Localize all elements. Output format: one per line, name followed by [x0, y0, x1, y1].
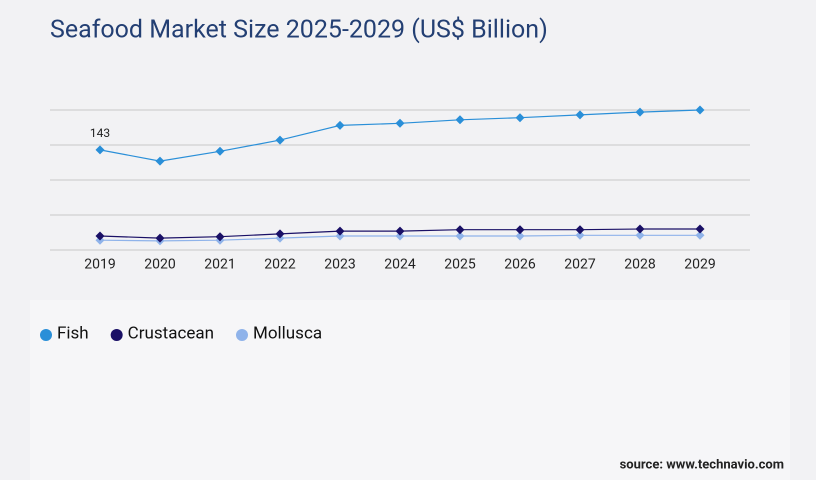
- marker: [335, 231, 345, 241]
- marker: [695, 230, 705, 240]
- marker: [155, 156, 165, 166]
- data-label: 143: [90, 126, 110, 140]
- legend-marker: [110, 329, 123, 341]
- series-line: [99, 109, 701, 162]
- marker: [515, 225, 525, 235]
- marker: [395, 118, 405, 128]
- marker: [575, 110, 585, 120]
- x-tick-label: 2021: [204, 257, 235, 273]
- marker: [275, 135, 285, 145]
- x-tick-label: 2028: [624, 257, 656, 273]
- marker: [575, 230, 585, 240]
- marker: [695, 105, 705, 115]
- marker: [515, 231, 525, 241]
- marker: [215, 146, 225, 156]
- x-tick-label: 2023: [324, 257, 355, 273]
- legend-panel: [30, 300, 790, 480]
- legend-marker: [236, 329, 248, 341]
- marker: [275, 229, 285, 239]
- marker: [95, 145, 105, 155]
- legend-label: Crustacean: [128, 323, 214, 343]
- x-tick-label: 2025: [444, 257, 476, 273]
- legend-marker: [40, 329, 52, 341]
- marker: [395, 226, 405, 236]
- chart-title: Seafood Market Size 2025-2029 (US$ Billi…: [50, 16, 548, 45]
- marker: [635, 107, 645, 117]
- marker: [575, 225, 585, 235]
- marker: [635, 230, 645, 240]
- marker: [635, 224, 645, 234]
- x-tick-label: 2029: [684, 257, 715, 273]
- marker: [215, 232, 225, 242]
- marker: [515, 113, 525, 123]
- x-tick-label: 2020: [144, 257, 176, 273]
- marker: [455, 225, 465, 235]
- marker: [395, 231, 405, 241]
- marker: [335, 120, 345, 130]
- source: source: www.technavio.com: [620, 457, 784, 472]
- marker: [95, 231, 105, 241]
- marker: [695, 224, 705, 234]
- x-tick-label: 2019: [84, 257, 115, 273]
- x-tick-label: 2027: [564, 257, 596, 273]
- legend-label: Fish: [57, 323, 89, 343]
- marker: [455, 231, 465, 241]
- marker: [455, 115, 465, 125]
- legend-label: Mollusca: [253, 323, 322, 343]
- marker: [335, 226, 345, 236]
- x-tick-label: 2022: [264, 257, 296, 273]
- marker: [155, 233, 165, 243]
- x-tick-label: 2024: [384, 257, 416, 273]
- x-tick-label: 2026: [504, 257, 536, 273]
